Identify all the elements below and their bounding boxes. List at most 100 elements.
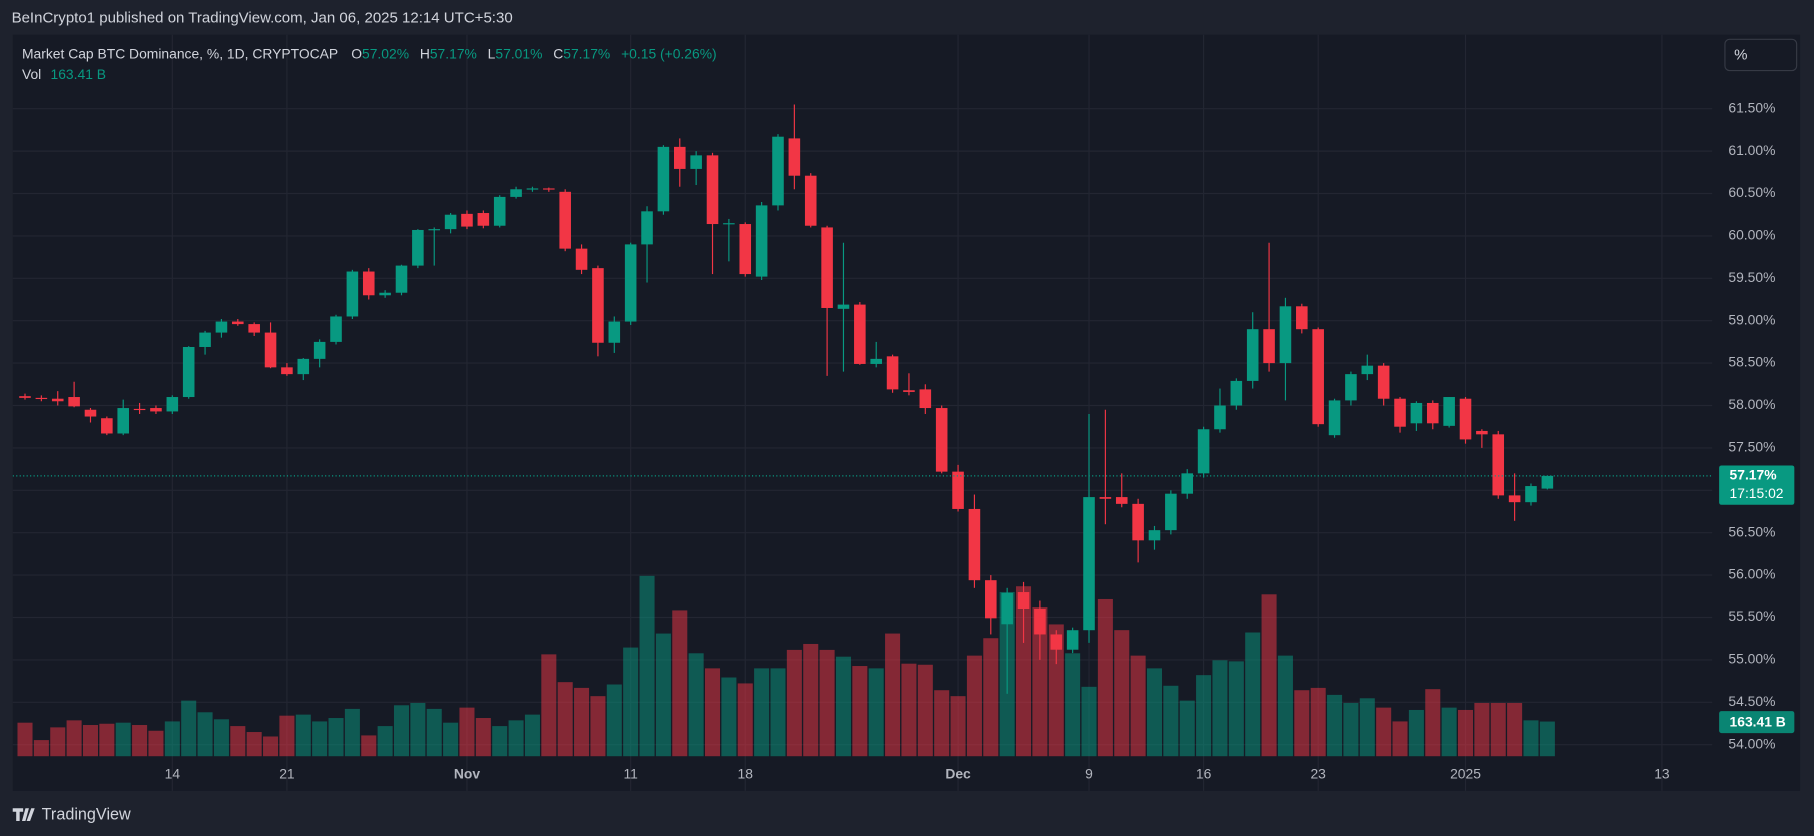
candle-body: [1083, 497, 1095, 631]
candle-body: [772, 136, 784, 206]
candle-body: [1443, 397, 1455, 426]
volume-bar: [786, 649, 802, 757]
volume-bar: [312, 721, 328, 757]
candle-body: [1279, 306, 1292, 364]
volume-bar: [1376, 707, 1392, 757]
volume-bar: [1081, 686, 1097, 757]
legend-key: H: [420, 45, 430, 61]
volume-bar: [1016, 586, 1032, 757]
y-tick-label: 60.50%: [1728, 184, 1775, 200]
candle-body: [1541, 475, 1554, 489]
volume-bar: [115, 722, 131, 757]
volume-bar: [1032, 607, 1048, 757]
volume-bar: [132, 725, 148, 757]
candle-body: [788, 138, 801, 176]
volume-bar: [1343, 702, 1359, 757]
candle-body: [1328, 400, 1341, 436]
volume-bar: [263, 736, 279, 757]
y-tick-label: 56.50%: [1728, 523, 1775, 539]
volume-bar: [230, 726, 246, 757]
volume-bar: [1425, 689, 1441, 757]
legend-key: Vol: [22, 66, 41, 82]
x-tick-label: 18: [738, 765, 754, 781]
candle-body: [1017, 592, 1030, 610]
candle-body: [575, 248, 588, 270]
volume-bar: [574, 687, 590, 757]
candle-body: [19, 396, 31, 398]
legend-value: 57.17%: [430, 45, 477, 61]
scale-button[interactable]: [1724, 38, 1798, 72]
candle-body: [1148, 530, 1161, 541]
candle-body: [526, 188, 539, 190]
x-tick-label: 11: [623, 765, 638, 781]
y-tick-label: 58.00%: [1728, 396, 1775, 412]
candle-body: [1476, 430, 1488, 435]
candle-body: [1066, 630, 1079, 650]
volume-pane: [17, 575, 1555, 757]
legend-value: 57.01%: [495, 45, 542, 61]
volume-bar: [1196, 675, 1212, 757]
volume-bar: [754, 668, 770, 757]
y-tick-label: 61.00%: [1728, 142, 1775, 158]
candle-body: [1296, 306, 1308, 330]
y-tick-label: 56.00%: [1728, 566, 1775, 582]
volume-bar: [33, 740, 49, 757]
scale-button-label[interactable]: %: [1734, 46, 1747, 63]
volume-bar: [770, 668, 786, 757]
volume-bar: [966, 655, 982, 757]
candle-body: [1034, 609, 1046, 635]
volume-bar: [1327, 694, 1343, 757]
volume-bar: [344, 708, 360, 757]
volume-bar: [1277, 655, 1293, 757]
volume-bar: [1408, 709, 1424, 757]
brand: TradingView: [12, 805, 131, 823]
last-price-label: 57.17%: [1730, 467, 1777, 483]
x-tick-label: 2025: [1450, 765, 1481, 781]
candle-body: [968, 508, 981, 581]
volume-bar: [1359, 698, 1375, 757]
y-tick-label: 59.50%: [1728, 269, 1775, 285]
publisher-line: BeInCrypto1 published on TradingView.com…: [12, 9, 513, 26]
volume-bar: [803, 643, 819, 757]
last-price-box: [1719, 465, 1795, 505]
candle-body: [1508, 495, 1521, 503]
candle-body: [395, 265, 408, 293]
volume-bar: [835, 656, 851, 757]
candle-body: [232, 321, 244, 325]
candle-body: [68, 397, 80, 407]
volume-bar: [819, 649, 835, 757]
candle-body: [1197, 429, 1210, 474]
y-tick-label: 57.50%: [1728, 439, 1775, 455]
volume-bar: [1228, 661, 1244, 757]
volume-bar: [1457, 709, 1474, 757]
volume-bar: [361, 735, 377, 757]
candle-body: [428, 229, 441, 231]
candle-body: [804, 175, 817, 226]
volume-bar: [459, 707, 475, 757]
volume-bar: [99, 723, 115, 757]
candle-body: [1492, 434, 1505, 496]
candle-body: [84, 409, 97, 417]
candle-body: [1377, 365, 1390, 399]
candle-body: [1181, 473, 1194, 494]
volume-bar: [1523, 720, 1539, 757]
volume-bar: [66, 720, 82, 757]
volume-bar: [197, 712, 213, 757]
volume-bar: [443, 722, 459, 757]
volume-bar: [1474, 702, 1490, 757]
x-tick-label: 13: [1654, 765, 1670, 781]
volume-bar: [426, 708, 442, 757]
volume-legend: Vol 163.41 B: [22, 66, 106, 82]
volume-bar: [508, 720, 524, 757]
volume-bar: [17, 722, 33, 757]
volume-bar: [1310, 687, 1326, 757]
volume-bar: [1507, 702, 1523, 757]
volume-bar: [1097, 598, 1113, 757]
volume-bar: [295, 714, 311, 757]
volume-bar: [50, 727, 66, 757]
y-tick-label: 55.00%: [1728, 651, 1775, 667]
y-tick-label: 55.50%: [1728, 608, 1775, 624]
candle-body: [412, 229, 424, 266]
candle-body: [248, 324, 260, 333]
